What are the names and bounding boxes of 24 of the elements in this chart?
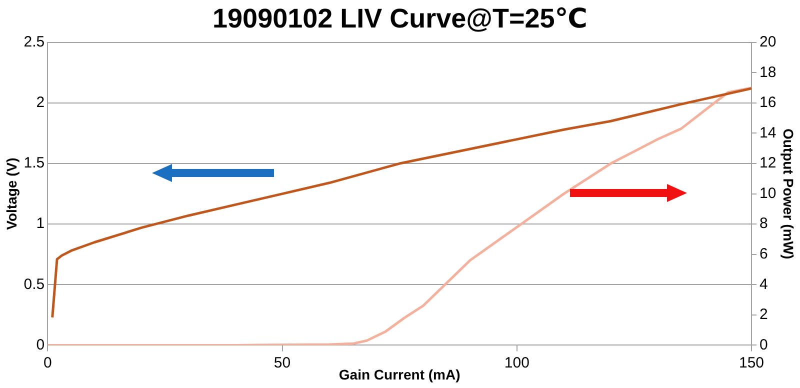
y2-tick-label: 20 xyxy=(760,34,776,51)
y-tick-label: 1.5 xyxy=(24,154,45,172)
y-tick-label: 2.5 xyxy=(24,34,45,51)
y2-tick-label: 2 xyxy=(760,306,768,324)
y2-tick-label: 0 xyxy=(760,336,768,354)
y2-tick-label: 16 xyxy=(760,94,776,112)
y2-tick-label: 14 xyxy=(760,124,776,142)
chart-title: 19090102 LIV Curve@T=25℃ xyxy=(212,4,588,34)
y-tick-label: 0.5 xyxy=(24,276,45,293)
y-tick-label: 1 xyxy=(36,215,45,232)
x-tick-label: 150 xyxy=(739,354,764,372)
x-tick-label: 100 xyxy=(504,354,530,372)
y2-tick-label: 18 xyxy=(760,64,776,81)
y-tick-label: 0 xyxy=(36,336,45,354)
y2-tick-label: 4 xyxy=(760,276,768,293)
x-axis-title: Gain Current (mA) xyxy=(338,366,460,382)
y2-tick-label: 8 xyxy=(760,215,768,232)
y-axis-title: Voltage (V) xyxy=(3,158,20,230)
y2-axis-title: Output Power (mW) xyxy=(780,128,797,260)
x-tick-label: 50 xyxy=(274,354,291,372)
y2-tick-label: 12 xyxy=(760,154,776,172)
y2-tick-label: 6 xyxy=(760,246,768,262)
y-tick-label: 2 xyxy=(36,94,45,112)
y2-tick-label: 10 xyxy=(760,184,776,202)
